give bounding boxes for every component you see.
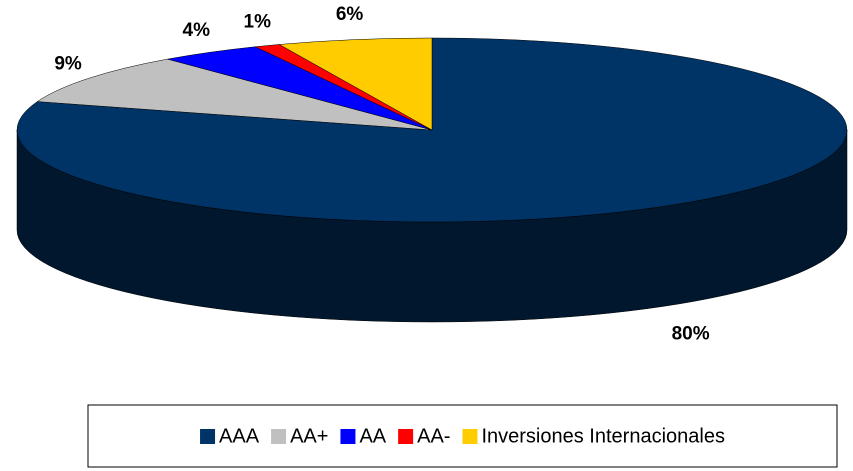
data-label: 6%	[336, 4, 364, 25]
legend-swatch	[271, 429, 287, 444]
data-label: 80%	[672, 324, 710, 345]
data-label: 4%	[183, 20, 211, 41]
legend-label: AA-	[417, 425, 450, 447]
legend-swatch	[462, 429, 478, 444]
pie-slice	[278, 37, 433, 131]
data-label: 1%	[244, 12, 272, 33]
legend-label: AA	[359, 425, 386, 447]
pie-slice	[36, 58, 433, 131]
legend-swatch	[340, 429, 356, 444]
legend-swatch	[398, 429, 414, 444]
legend-swatch	[200, 429, 216, 444]
legend-label: Inversiones Internacionales	[481, 425, 724, 447]
data-label: 9%	[54, 53, 82, 74]
legend-label: AAA	[219, 425, 260, 447]
legend-label: AA+	[290, 425, 328, 447]
